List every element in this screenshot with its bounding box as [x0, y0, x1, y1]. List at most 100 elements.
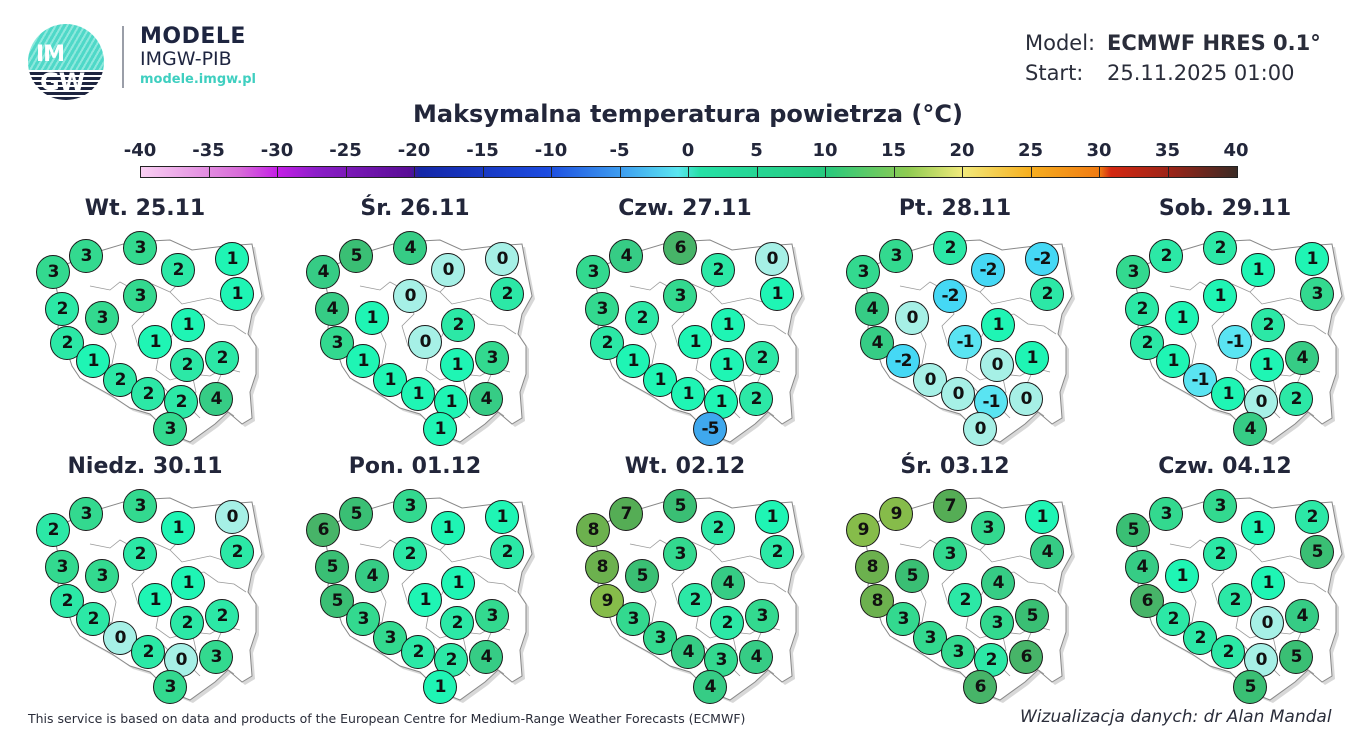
- temperature-station-marker: 3: [85, 559, 119, 593]
- temperature-station-marker: 3: [69, 497, 103, 531]
- colorbar-tick-label: 10: [812, 140, 838, 161]
- temperature-station-marker: 5: [895, 559, 929, 593]
- temperature-station-marker: 2: [45, 292, 79, 326]
- temperature-station-marker: 5: [1279, 640, 1313, 674]
- temperature-station-marker: 3: [1116, 255, 1150, 289]
- colorbar-tick: [277, 166, 278, 178]
- temperature-station-marker: 1: [616, 344, 650, 378]
- temperature-station-marker: 5: [1015, 599, 1049, 633]
- temperature-station-marker: 4: [1285, 599, 1319, 633]
- temperature-station-marker: 4: [711, 566, 745, 600]
- temperature-station-marker: 5: [339, 239, 373, 273]
- temperature-station-marker: 6: [663, 231, 697, 265]
- temperature-station-marker: 9: [879, 497, 913, 531]
- colorbar-tick-label: -35: [192, 140, 225, 161]
- temperature-station-marker: 1: [981, 308, 1015, 342]
- temperature-station-marker: 3: [45, 550, 79, 584]
- temperature-station-marker: 1: [1165, 559, 1199, 593]
- colorbar-tick-label: 20: [949, 140, 975, 161]
- temperature-station-marker: 0: [963, 412, 997, 446]
- day-title: Wt. 25.11: [84, 196, 206, 221]
- temperature-station-marker: 1: [138, 325, 172, 359]
- temperature-station-marker: 2: [933, 231, 967, 265]
- temperature-station-marker: 2: [393, 537, 427, 571]
- temperature-station-marker: 3: [941, 635, 975, 669]
- temperature-station-marker: 4: [315, 292, 349, 326]
- temperature-station-marker: 3: [85, 301, 119, 335]
- colorbar-gradient: [140, 166, 1238, 178]
- temperature-station-marker: 0: [393, 279, 427, 313]
- logo-divider: [122, 26, 124, 88]
- colorbar-tick: [619, 166, 621, 178]
- temperature-station-marker: 4: [693, 670, 727, 704]
- day-title: Pt. 28.11: [898, 196, 1012, 221]
- temperature-station-marker: 3: [846, 255, 880, 289]
- temperature-station-marker: 3: [123, 231, 157, 265]
- brand-url-link[interactable]: modele.imgw.pl: [140, 72, 256, 87]
- temperature-station-marker: 2: [701, 511, 735, 545]
- temperature-station-marker: 3: [199, 640, 233, 674]
- logo-text-im: IM: [36, 42, 65, 67]
- temperature-station-marker: 1: [1211, 377, 1245, 411]
- day-title: Sob. 29.11: [1158, 196, 1292, 221]
- temperature-station-marker: 1: [171, 566, 205, 600]
- temperature-station-marker: 1: [1241, 511, 1275, 545]
- temperature-station-marker: 7: [933, 489, 967, 523]
- colorbar-tick: [1099, 166, 1100, 178]
- colorbar-tick-label: -10: [534, 140, 568, 161]
- day-title: Śr. 26.11: [360, 196, 470, 221]
- temperature-station-marker: 2: [401, 635, 435, 669]
- temperature-station-marker: 1: [440, 348, 474, 382]
- temperature-station-marker: 0: [895, 301, 929, 335]
- forecast-map-day: Czw. 04.12 5 3 3 1 2 5 2 4 1 1 2 6 2 0 4 2 2 0 5 5: [1100, 454, 1366, 712]
- temperature-station-marker: 2: [739, 382, 773, 416]
- temperature-station-marker: 6: [963, 670, 997, 704]
- temperature-station-marker: 3: [373, 621, 407, 655]
- temperature-station-marker: 4: [609, 239, 643, 273]
- temperature-station-marker: 4: [1285, 341, 1319, 375]
- temperature-station-marker: 8: [585, 550, 619, 584]
- colorbar-tick-label: -40: [123, 140, 157, 161]
- temperature-station-marker: 2: [205, 341, 239, 375]
- temperature-station-marker: 5: [663, 489, 697, 523]
- imgw-logo: IM GW: [28, 24, 104, 100]
- temperature-station-marker: 2: [441, 308, 475, 342]
- visualization-credit: Wizualizacja danych: dr Alan Mandal: [1020, 707, 1332, 727]
- colorbar-tick-label: 25: [1017, 140, 1044, 161]
- temperature-station-marker: 3: [1149, 497, 1183, 531]
- temperature-station-marker: 4: [469, 382, 503, 416]
- temperature-station-marker: 1: [711, 308, 745, 342]
- temperature-station-marker: 4: [306, 255, 340, 289]
- temperature-station-marker: 2: [1203, 537, 1237, 571]
- temperature-station-marker: -2: [933, 279, 967, 313]
- temperature-station-marker: 8: [855, 550, 889, 584]
- temperature-station-marker: 1: [171, 308, 205, 342]
- temperature-station-marker: 1: [401, 377, 435, 411]
- colorbar-tick: [1030, 166, 1032, 178]
- temperature-station-marker: 2: [1218, 583, 1252, 617]
- temperature-station-marker: 2: [1030, 277, 1064, 311]
- temperature-station-marker: 4: [469, 640, 503, 674]
- temperature-station-marker: 2: [123, 537, 157, 571]
- temperature-station-marker: 2: [1211, 635, 1245, 669]
- temperature-station-marker: 1: [1241, 253, 1275, 287]
- temperature-station-marker: 1: [643, 363, 677, 397]
- temperature-station-marker: 9: [846, 513, 880, 547]
- colorbar-legend: -40 -35 -30 -25 -20 -15 -10 -5 0 5 10 15 20 25 30 35 40: [124, 140, 1249, 180]
- model-info: Model: ECMWF HRES 0.1° Start: 25.11.2025 0…: [1025, 28, 1321, 88]
- temperature-station-marker: 3: [745, 599, 779, 633]
- temperature-station-marker: 1: [671, 377, 705, 411]
- temperature-station-marker: 2: [1295, 500, 1329, 534]
- temperature-station-marker: 0: [431, 253, 465, 287]
- temperature-station-marker: 3: [576, 255, 610, 289]
- temperature-station-marker: 2: [131, 377, 165, 411]
- temperature-station-marker: 5: [315, 550, 349, 584]
- temperature-station-marker: 1: [678, 325, 712, 359]
- temperature-station-marker: 2: [170, 606, 204, 640]
- colorbar-tick: [893, 166, 895, 178]
- forecast-map-day: Niedz. 30.11 2 3 3 1 0 2 2 3 3 1 1 2 2 2 2 0 2 0 3 3: [20, 454, 290, 712]
- temperature-station-marker: 7: [609, 497, 643, 531]
- temperature-station-marker: 5: [1233, 670, 1267, 704]
- temperature-station-marker: 5: [1116, 513, 1150, 547]
- forecast-map-day: Wt. 25.11 3 3 3 2 1 1 3 2 3 1 1 2 1 2 2 2 2 2 4 3: [20, 196, 290, 454]
